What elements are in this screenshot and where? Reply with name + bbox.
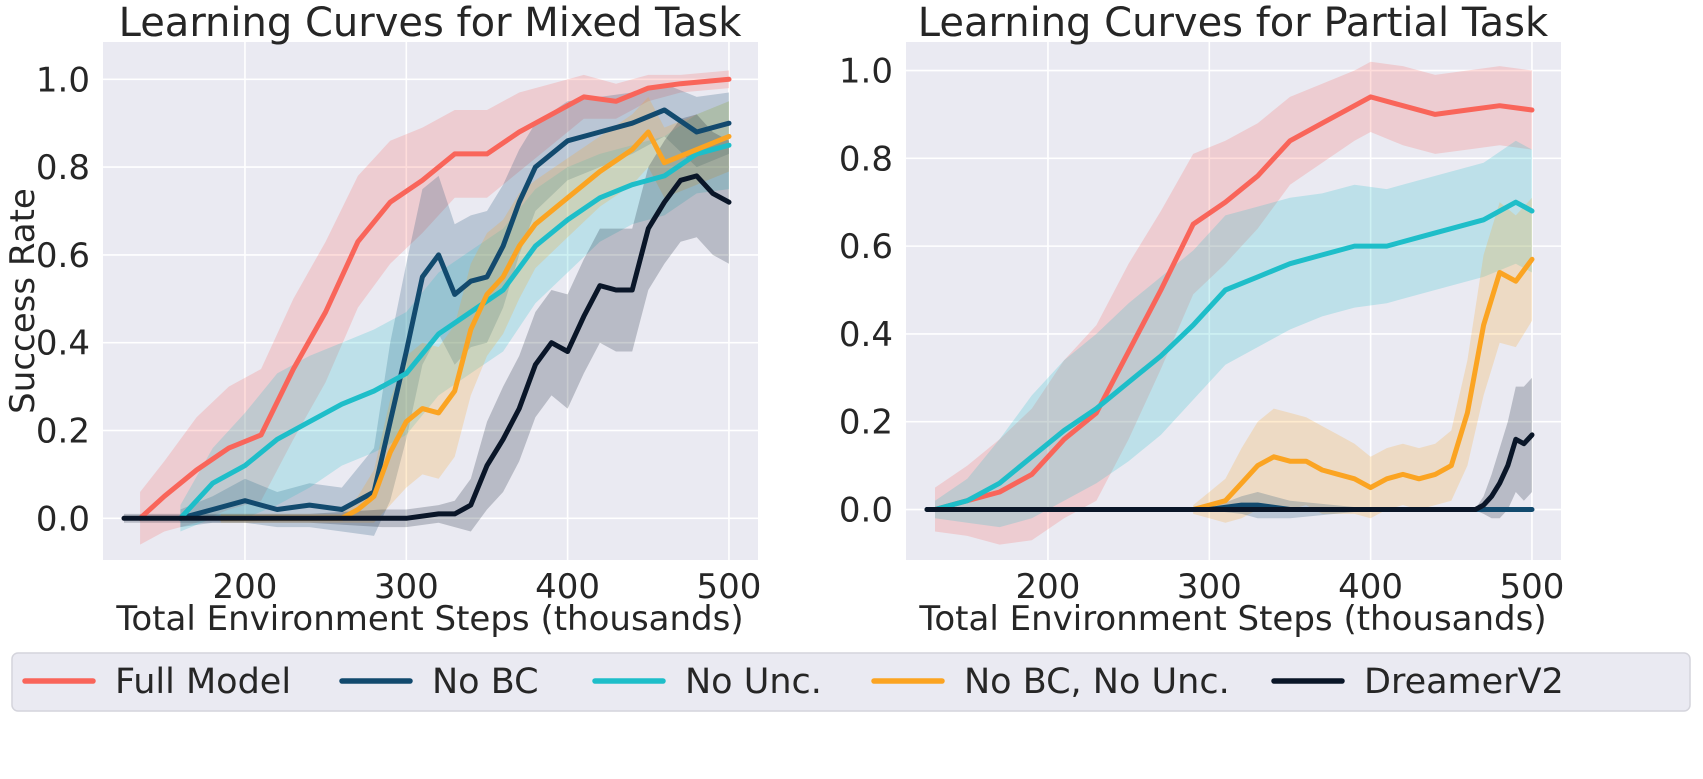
y-tick-label-partial: 0.4 bbox=[839, 315, 893, 355]
x-tick-label-mixed: 400 bbox=[535, 567, 600, 607]
band-no_bc-mixed bbox=[180, 83, 729, 536]
line-full_model-partial bbox=[932, 94, 1535, 512]
plot-area-mixed bbox=[103, 42, 758, 560]
y-tick-label-mixed: 0.6 bbox=[36, 236, 90, 276]
y-tick-label-mixed: 0.0 bbox=[36, 499, 90, 539]
band-full_model-mixed bbox=[140, 70, 730, 545]
band-dreamerv2-mixed bbox=[124, 114, 729, 532]
chart-title-mixed: Learning Curves for Mixed Task bbox=[119, 0, 743, 46]
band-no_bc_no_unc-partial bbox=[1193, 197, 1532, 523]
band-no_unc-mixed bbox=[180, 101, 729, 532]
line-dreamerv2-mixed bbox=[121, 173, 732, 521]
x-tick-label-mixed: 300 bbox=[374, 567, 439, 607]
line-full_model-mixed bbox=[137, 76, 732, 521]
y-tick-label-partial: 0.6 bbox=[839, 227, 893, 267]
legend-label-no-bc-no-unc: No BC, No Unc. bbox=[964, 662, 1230, 702]
line-no_unc-partial bbox=[932, 199, 1535, 512]
y-tick-label-mixed: 1.0 bbox=[36, 60, 90, 100]
legend: Full Model No BC No Unc. No BC, No Unc. … bbox=[11, 652, 1691, 712]
chart-mixed-task: 0.0 0.2 0.4 0.6 0.8 1.0 200 300 400 500 Learning… bbox=[3, 0, 761, 639]
legend-label-dreamerv2: DreamerV2 bbox=[1364, 662, 1564, 702]
y-tick-label-mixed: 0.4 bbox=[36, 324, 90, 364]
lines-mixed bbox=[121, 76, 732, 521]
y-tick-label-partial: 1.0 bbox=[839, 52, 893, 92]
y-tick-label-mixed: 0.2 bbox=[36, 412, 90, 452]
x-axis-label-partial: Total Environment Steps (thousands) bbox=[918, 599, 1546, 639]
legend-item-no-bc-no-unc: No BC, No Unc. bbox=[871, 662, 1230, 702]
x-ticks-mixed: 200 300 400 500 bbox=[213, 567, 762, 607]
y-ticks-partial: 0.0 0.2 0.4 0.6 0.8 1.0 bbox=[839, 52, 893, 531]
legend-item-no-unc: No Unc. bbox=[592, 662, 822, 702]
y-tick-label-partial: 0.2 bbox=[839, 403, 893, 443]
band-no_unc-partial bbox=[935, 140, 1532, 528]
legend-item-no-bc: No BC bbox=[339, 662, 539, 702]
y-tick-label-mixed: 0.8 bbox=[36, 148, 90, 188]
x-tick-label-mixed: 500 bbox=[697, 567, 762, 607]
x-tick-label-mixed: 200 bbox=[213, 567, 278, 607]
y-ticks-mixed: 0.0 0.2 0.4 0.6 0.8 1.0 bbox=[36, 60, 90, 539]
x-tick-label-partial: 400 bbox=[1338, 567, 1403, 607]
x-tick-label-partial: 500 bbox=[1500, 567, 1565, 607]
legend-box bbox=[11, 652, 1691, 712]
legend-item-full-model: Full Model bbox=[22, 662, 291, 702]
y-tick-label-partial: 0.0 bbox=[839, 491, 893, 531]
line-no_unc-mixed bbox=[177, 142, 732, 521]
legend-label-no-unc: No Unc. bbox=[685, 662, 822, 702]
legend-label-no-bc: No BC bbox=[432, 662, 539, 702]
chart-title-partial: Learning Curves for Partial Task bbox=[918, 0, 1549, 46]
x-ticks-partial: 200 300 400 500 bbox=[1016, 567, 1565, 607]
chart-partial-task: 0.0 0.2 0.4 0.6 0.8 1.0 200 300 400 500 Learning… bbox=[839, 0, 1564, 639]
x-tick-label-partial: 200 bbox=[1016, 567, 1081, 607]
y-tick-label-partial: 0.8 bbox=[839, 139, 893, 179]
x-axis-label-mixed: Total Environment Steps (thousands) bbox=[115, 599, 743, 639]
line-no_bc_no_unc-partial bbox=[1190, 256, 1535, 512]
legend-item-dreamerv2: DreamerV2 bbox=[1271, 662, 1564, 702]
x-tick-label-partial: 300 bbox=[1177, 567, 1242, 607]
lines-partial bbox=[924, 94, 1535, 512]
line-dreamerv2-partial bbox=[924, 432, 1535, 512]
legend-label-full-model: Full Model bbox=[115, 662, 291, 702]
line-no_bc-mixed bbox=[177, 107, 732, 521]
y-axis-label-mixed: Success Rate bbox=[3, 188, 43, 414]
